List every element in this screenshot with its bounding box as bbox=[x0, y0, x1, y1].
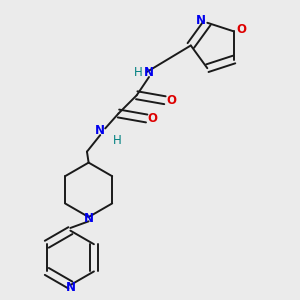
Text: O: O bbox=[236, 23, 246, 36]
Text: O: O bbox=[148, 112, 158, 125]
Text: N: N bbox=[144, 65, 154, 79]
Text: H: H bbox=[134, 65, 143, 79]
Text: N: N bbox=[66, 281, 76, 294]
Text: N: N bbox=[95, 124, 105, 136]
Text: O: O bbox=[166, 94, 176, 107]
Text: H: H bbox=[112, 134, 121, 146]
Text: N: N bbox=[84, 212, 94, 225]
Text: N: N bbox=[196, 14, 206, 27]
